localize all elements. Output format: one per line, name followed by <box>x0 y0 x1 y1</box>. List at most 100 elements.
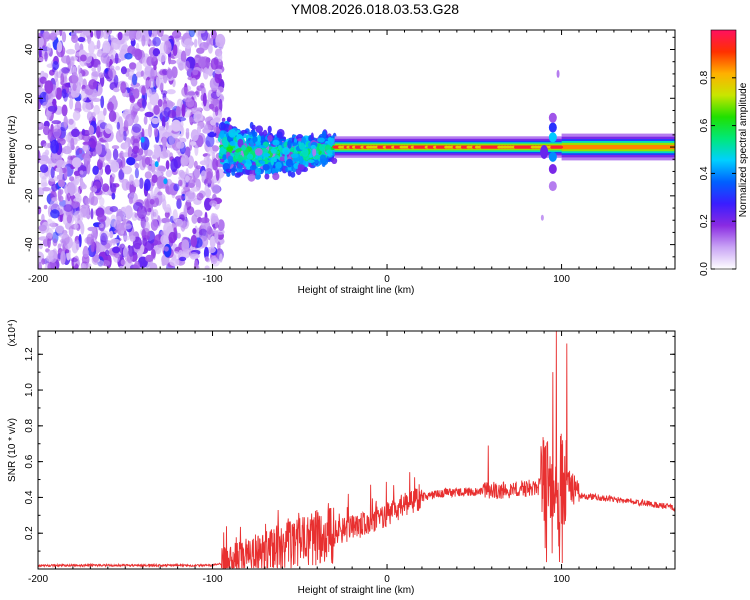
spectrogram-cell <box>42 101 51 109</box>
spectrogram-cell <box>121 206 130 216</box>
colorbar-tick-label: 0.8 <box>699 70 710 84</box>
spectrogram-cell <box>136 205 147 219</box>
spectrogram-cell <box>69 97 74 110</box>
spectrogram-cell <box>194 144 199 157</box>
spectrogram-cell <box>38 261 42 269</box>
spectrogram-cell <box>118 265 125 269</box>
spectrogram-cell <box>104 141 109 152</box>
spectrogram-cell <box>109 35 115 41</box>
colorbar-tick-label: 0.2 <box>699 214 710 228</box>
spectrogram-cell <box>86 160 91 175</box>
spectrogram-cell <box>111 38 121 50</box>
spectrogram-cell <box>241 144 247 151</box>
spectrogram-cell <box>65 48 76 55</box>
spectrogram-cell <box>275 161 282 169</box>
spectrogram-cell <box>254 168 262 176</box>
spectrogram-cell <box>222 154 227 161</box>
spectrogram-cell <box>146 88 152 98</box>
spectrogram-cell <box>129 62 137 70</box>
spectrogram-cell <box>54 69 59 83</box>
spectrogram-cell <box>132 138 140 152</box>
spectrogram-cell <box>52 238 58 247</box>
spectrogram-cell <box>192 107 202 113</box>
spectrogram-cell <box>56 252 61 262</box>
spectrogram-cell <box>150 219 159 231</box>
spectrogram-cell <box>134 162 140 169</box>
spectrogram-cell <box>157 166 167 172</box>
spectrogram-cell <box>156 30 164 37</box>
spectrogram-cell <box>171 30 182 39</box>
spectrogram-cell <box>98 171 101 180</box>
spectrogram-cell <box>229 141 235 146</box>
spectrogram-cell <box>157 99 163 107</box>
spectrogram-cell <box>82 30 92 36</box>
spectrogram-cell <box>204 256 209 262</box>
spectrogram-cell <box>97 110 106 124</box>
spectrogram-cell <box>65 118 76 130</box>
spectrogram-cell <box>153 64 157 71</box>
spectrogram-cell <box>50 198 59 211</box>
spectrogram-cell <box>214 230 219 243</box>
spectrogram-cell <box>237 138 244 148</box>
spectrogram-cell <box>100 95 105 109</box>
spectrogram-cell <box>330 138 335 144</box>
spectrogram-cell <box>117 31 123 41</box>
spectrogram-cell <box>109 230 114 239</box>
spectrogram-cell <box>205 57 210 66</box>
spectrogram-cell <box>104 123 113 134</box>
spectrogram-cell <box>129 235 136 242</box>
spectrogram-cell <box>144 221 150 233</box>
spectrogram-cell <box>61 31 67 43</box>
spectrogram-cell <box>285 158 293 168</box>
spectrogram-cell <box>183 204 188 216</box>
spectrogram-cell <box>259 160 266 165</box>
spectrogram-cell <box>47 42 51 54</box>
spectrogram-cell <box>111 145 120 150</box>
spectrogram-cell <box>139 177 144 189</box>
spectrogram-cell <box>227 118 231 122</box>
spectrogram-cell <box>237 154 244 163</box>
spectrogram-cell <box>193 111 204 123</box>
spectrogram-cell <box>52 60 59 71</box>
spectrogram-cell <box>71 128 80 138</box>
spectrogram-cell <box>137 148 144 156</box>
spectrogram-band <box>561 144 675 150</box>
spectrogram-cell <box>75 239 80 251</box>
spectrogram-cell <box>200 170 207 180</box>
spectrogram-cell <box>152 48 161 57</box>
spectrogram-cell <box>99 197 105 206</box>
spectrogram-cell <box>40 175 47 190</box>
spectrogram-cell <box>92 165 99 175</box>
spectrogram-cell <box>540 214 544 221</box>
spectrogram-cell <box>177 61 186 70</box>
spectrogram-cell <box>141 155 147 168</box>
spectrogram-cell <box>74 263 79 269</box>
spectrogram-cell <box>38 122 42 128</box>
spectrogram-cell <box>142 129 152 137</box>
spectrogram-cell <box>264 173 270 180</box>
spectrogram-cell <box>39 170 49 180</box>
spectrogram-cell <box>39 76 47 84</box>
spectrogram-cell <box>38 35 44 48</box>
spectrogram-cell <box>58 233 69 238</box>
spectrogram-cell <box>247 173 256 182</box>
spectrogram-cell <box>135 61 142 73</box>
spectrogram-cell <box>216 89 221 97</box>
spectrogram-cell <box>169 258 180 267</box>
spectrogram-cell <box>163 107 171 117</box>
spectrogram-cell <box>185 128 190 133</box>
spectrogram-cell <box>162 198 167 210</box>
spectrogram-cell <box>297 163 305 171</box>
spectrogram-cell <box>255 125 263 133</box>
spectrogram-cell <box>195 165 202 170</box>
spectrogram-cell <box>82 141 90 146</box>
spectrogram-cell <box>120 81 127 94</box>
spectrogram-cell <box>154 161 159 168</box>
spectrogram-border <box>37 29 676 270</box>
x-tick-label: -100 <box>203 274 223 285</box>
spectrogram-cell <box>45 110 52 118</box>
spectrogram-cell <box>93 181 101 189</box>
spectrogram-cell <box>194 38 198 48</box>
snr-ylabel: SNR (10 * v/v) <box>7 418 18 482</box>
y-tick-label: 0.2 <box>24 526 35 540</box>
